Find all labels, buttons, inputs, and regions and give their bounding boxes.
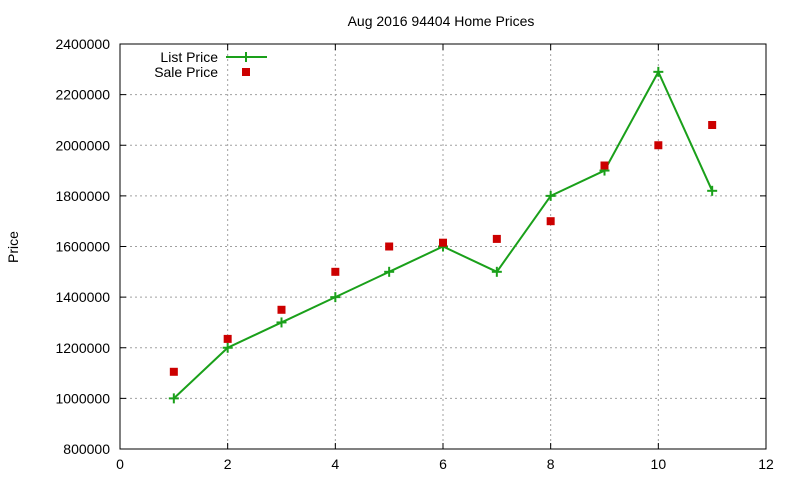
x-tick-label: 0: [116, 456, 124, 472]
sale-price-point: [546, 217, 555, 226]
sale-price-point: [277, 305, 286, 314]
legend-square-marker: [242, 68, 250, 76]
sale-price-point: [169, 367, 178, 376]
tick-labels: 0 2 4 6 8 10 12 800000 1000000 1200000 1400000 1600…: [55, 36, 774, 472]
legend-label: List Price: [160, 49, 218, 65]
sale-price-point: [331, 267, 340, 276]
sale-price-point: [492, 234, 501, 243]
y-tick-label: 2200000: [55, 87, 110, 103]
y-axis-label: Price: [5, 231, 21, 263]
y-tick-label: 1600000: [55, 239, 110, 255]
chart-axes: [119, 43, 767, 450]
x-tick-label: 8: [547, 456, 555, 472]
sale-price-point: [223, 334, 232, 343]
list-price-point: [168, 393, 179, 404]
y-tick-label: 1200000: [55, 340, 110, 356]
x-tick-label: 4: [331, 456, 339, 472]
legend-label: Sale Price: [154, 64, 218, 80]
list-price-point: [491, 266, 502, 277]
list-price-point: [653, 66, 664, 77]
legend-plus-marker: [241, 52, 251, 62]
series-1: [169, 121, 717, 376]
list-price-point: [545, 190, 556, 201]
list-price-point: [707, 185, 718, 196]
list-price-point: [330, 292, 341, 303]
y-tick-label: 2000000: [55, 137, 110, 153]
list-price-point: [222, 342, 233, 353]
x-tick-label: 6: [439, 456, 447, 472]
x-tick-label: 10: [651, 456, 667, 472]
list-price-point: [276, 317, 287, 328]
x-tick-label: 2: [224, 456, 232, 472]
sale-price-point: [654, 141, 663, 150]
y-tick-label: 1400000: [55, 289, 110, 305]
y-tick-label: 1800000: [55, 188, 110, 204]
data-series: [168, 66, 718, 404]
x-tick-label: 12: [758, 456, 774, 472]
sale-price-point: [600, 161, 609, 170]
y-tick-label: 2400000: [55, 36, 110, 52]
sale-price-point: [708, 121, 717, 129]
y-tick-label: 800000: [63, 441, 110, 457]
sale-price-point: [385, 242, 394, 251]
y-tick-label: 1000000: [55, 390, 110, 406]
chart-title: Aug 2016 94404 Home Prices: [348, 13, 535, 29]
list-price-point: [384, 266, 395, 277]
sale-price-point: [439, 238, 447, 247]
